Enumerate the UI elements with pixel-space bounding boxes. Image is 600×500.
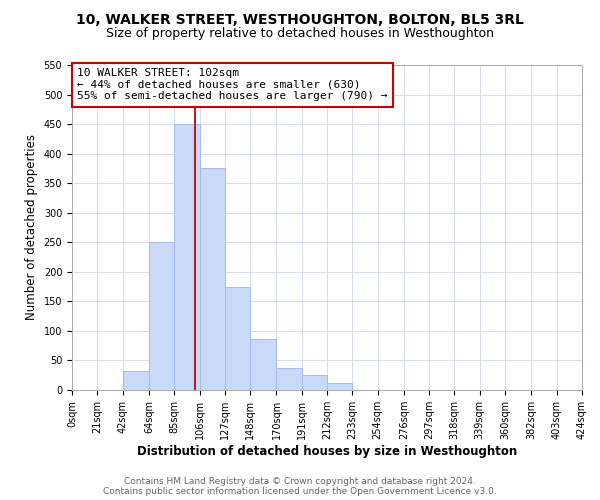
Bar xyxy=(302,375,327,390)
Text: 10 WALKER STREET: 102sqm
← 44% of detached houses are smaller (630)
55% of semi-: 10 WALKER STREET: 102sqm ← 44% of detach… xyxy=(77,68,388,102)
Bar xyxy=(199,168,225,390)
Bar xyxy=(174,124,199,390)
Bar xyxy=(149,242,174,390)
Bar xyxy=(122,370,149,390)
Bar xyxy=(327,383,352,390)
Bar xyxy=(225,286,250,390)
Text: Contains public sector information licensed under the Open Government Licence v3: Contains public sector information licen… xyxy=(103,486,497,496)
Text: 10, WALKER STREET, WESTHOUGHTON, BOLTON, BL5 3RL: 10, WALKER STREET, WESTHOUGHTON, BOLTON,… xyxy=(76,12,524,26)
Text: Contains HM Land Registry data © Crown copyright and database right 2024.: Contains HM Land Registry data © Crown c… xyxy=(124,476,476,486)
Bar xyxy=(250,338,277,390)
Bar xyxy=(277,368,302,390)
Text: Size of property relative to detached houses in Westhoughton: Size of property relative to detached ho… xyxy=(106,28,494,40)
Y-axis label: Number of detached properties: Number of detached properties xyxy=(25,134,38,320)
X-axis label: Distribution of detached houses by size in Westhoughton: Distribution of detached houses by size … xyxy=(137,444,517,458)
